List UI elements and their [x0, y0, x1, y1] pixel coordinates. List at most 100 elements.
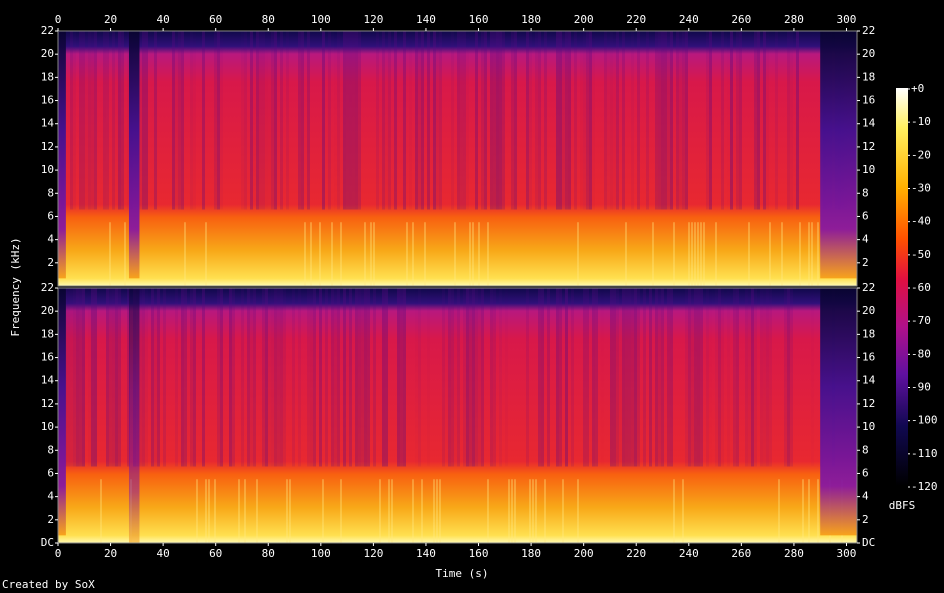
spectrogram-stripe [766, 288, 769, 467]
colorbar-tick-label: -90 [911, 381, 931, 394]
spectrogram-stripe [505, 288, 508, 467]
spectrogram-stripe [79, 288, 82, 467]
spectrogram-stripe [205, 479, 207, 543]
spectrogram-stripe [307, 31, 310, 210]
x-tick-label: 200 [574, 547, 594, 560]
spectrogram-stripe [667, 288, 670, 467]
y-tick-label: 12 [41, 140, 54, 153]
spectrogram-stripe [355, 31, 358, 210]
spectrogram-stripe [139, 31, 142, 210]
spectrogram-stripe [349, 31, 352, 210]
spectrogram-stripe [787, 31, 790, 210]
y-tick-label-right: 22 [862, 281, 875, 294]
spectrogram-stripe [202, 288, 205, 467]
spectrogram-stripe [616, 288, 619, 467]
spectrogram-stripe [142, 31, 145, 210]
spectrogram-stripe [484, 31, 487, 210]
spectrogram-stripe [634, 288, 637, 467]
y-tick-label-right: 20 [862, 47, 875, 60]
spectrogram-stripe [409, 31, 412, 210]
spectrogram-stripe [682, 31, 685, 210]
spectrogram-stripe [346, 288, 349, 467]
spectrogram-stripe [655, 31, 658, 210]
spectrogram-stripe [184, 222, 186, 286]
spectrogram-stripe [145, 288, 148, 467]
x-tick-label: 20 [104, 547, 117, 560]
y-tick-label-right: 8 [862, 186, 869, 199]
spectrogram-stripe [418, 288, 421, 467]
spectrogram-stripe [475, 288, 478, 467]
spectrogram-stripe [391, 479, 393, 543]
y-tick-label-right: 18 [862, 70, 875, 83]
spectrogram-stripe [817, 479, 819, 543]
panel-frame [57, 30, 858, 287]
colorbar-tick-label: -80 [911, 347, 931, 360]
y-tick-label: 10 [41, 163, 54, 176]
spectrogram-stripe [538, 31, 541, 210]
spectrogram-stripe [655, 288, 658, 467]
spectrogram-stripe [259, 31, 262, 210]
x-tick-label: 220 [626, 547, 646, 560]
spectrogram-stripe [499, 288, 502, 467]
spectrogram-stripe [388, 479, 390, 543]
x-tick-label: 240 [679, 547, 699, 560]
spectrogram-stripe [244, 479, 246, 543]
spectrogram-stripe [175, 288, 178, 467]
spectrogram-stripe [403, 31, 406, 210]
spectrogram-stripe [613, 31, 616, 210]
spectrogram-stripe [565, 31, 568, 210]
spectrogram-stripe [490, 288, 493, 467]
spectrogram-stripe [718, 288, 721, 467]
spectrogram-stripe [727, 31, 730, 210]
spectrogram-stripe [307, 288, 310, 467]
y-tick-label: 14 [41, 117, 55, 130]
spectrogram-stripe [628, 288, 631, 467]
spectrogram-stripe [595, 288, 598, 467]
spectrogram-stripe [589, 31, 592, 210]
spectrogram-stripe [664, 288, 667, 467]
spectrogram-stripe [154, 288, 157, 467]
spectrogram-stripe [403, 288, 406, 467]
spectrogram-stripe [112, 288, 115, 467]
spectrogram-stripe [700, 288, 703, 467]
y-tick-label-right: 12 [862, 140, 875, 153]
spectrogram-stripe [733, 288, 736, 467]
spectrogram-stripe [499, 31, 502, 210]
spectrogram-stripe [529, 31, 532, 210]
spectrogram-stripe [412, 479, 414, 543]
spectrogram-stripe [325, 288, 328, 467]
spectrogram-stripe [565, 288, 568, 467]
spectrogram-stripe [637, 31, 640, 210]
x-tick-label: 120 [363, 547, 383, 560]
spectrogram-stripe [559, 31, 562, 210]
spectrogram-stripe [208, 479, 210, 543]
spectrogram-stripe [544, 31, 547, 210]
spectrogram-stripe [352, 31, 355, 210]
spectrogram-stripe [271, 31, 274, 210]
spectrogram-stripe [643, 288, 646, 467]
spectrogram-stripe [496, 31, 499, 210]
spectrogram-stripe [562, 31, 565, 210]
spectrogram-stripe [685, 31, 688, 210]
y-tick-label-right: 10 [862, 420, 875, 433]
y-tick-label: 10 [41, 420, 54, 433]
x-tick-label: 240 [679, 13, 699, 26]
spectrogram-stripe [721, 288, 724, 467]
spectrogram-stripe [547, 288, 550, 467]
spectrogram-stripe [367, 288, 370, 467]
spectrogram-stripe [358, 288, 361, 467]
spectrogram-stripe [757, 31, 760, 210]
spectrogram-stripe [286, 31, 289, 210]
spectrogram-stripe [373, 288, 376, 467]
y-tick-label-right: 4 [862, 490, 869, 503]
x-tick-label: 100 [311, 13, 331, 26]
y-tick-label-right: 22 [862, 24, 875, 37]
spectrogram-stripe [388, 31, 391, 210]
spectrogram-stripe [541, 288, 544, 467]
y-tick-label-right: 4 [862, 233, 869, 246]
spectrogram-stripe [793, 31, 796, 210]
spectrogram-stripe [754, 31, 757, 210]
spectrogram-stripe [544, 479, 546, 543]
